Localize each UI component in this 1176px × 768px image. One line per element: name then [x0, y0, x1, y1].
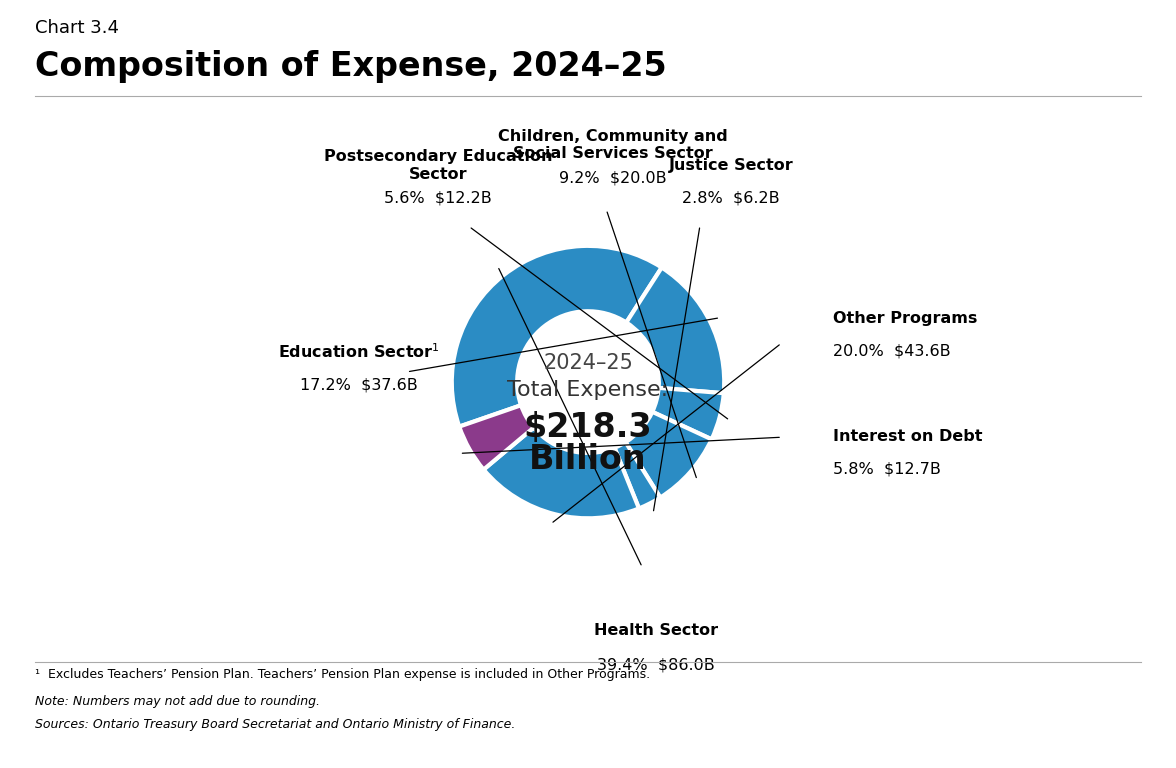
Text: ¹  Excludes Teachers’ Pension Plan. Teachers’ Pension Plan expense is included i: ¹ Excludes Teachers’ Pension Plan. Teach…	[35, 668, 650, 681]
Text: Sources: Ontario Treasury Board Secretariat and Ontario Ministry of Finance.: Sources: Ontario Treasury Board Secretar…	[35, 718, 515, 731]
Text: Note: Numbers may not add due to rounding.: Note: Numbers may not add due to roundin…	[35, 695, 320, 708]
Text: Education Sector$^1$: Education Sector$^1$	[279, 343, 440, 362]
Text: Interest on Debt: Interest on Debt	[834, 429, 983, 444]
Text: 2.8%  $6.2B: 2.8% $6.2B	[682, 190, 780, 206]
Text: 17.2%  $37.6B: 17.2% $37.6B	[300, 377, 417, 392]
Text: Children, Community and
Social Services Sector: Children, Community and Social Services …	[497, 129, 728, 161]
Text: Postsecondary Education
Sector: Postsecondary Education Sector	[323, 149, 553, 182]
Text: 20.0%  $43.6B: 20.0% $43.6B	[834, 343, 951, 358]
Text: $218.3: $218.3	[523, 411, 653, 444]
Text: Billion: Billion	[529, 443, 647, 476]
Text: Other Programs: Other Programs	[834, 310, 977, 326]
Text: Health Sector: Health Sector	[594, 623, 719, 637]
Text: Justice Sector: Justice Sector	[669, 158, 794, 173]
Wedge shape	[483, 428, 639, 518]
Text: 9.2%  $20.0B: 9.2% $20.0B	[559, 170, 667, 185]
Text: Chart 3.4: Chart 3.4	[35, 19, 119, 37]
Wedge shape	[627, 267, 724, 393]
Text: Composition of Expense, 2024–25: Composition of Expense, 2024–25	[35, 50, 667, 83]
Wedge shape	[615, 442, 660, 508]
Text: 2024–25: 2024–25	[543, 353, 633, 373]
Text: 39.4%  $86.0B: 39.4% $86.0B	[597, 658, 715, 673]
Wedge shape	[460, 406, 534, 469]
Text: 5.8%  $12.7B: 5.8% $12.7B	[834, 462, 941, 477]
Wedge shape	[626, 412, 711, 498]
Wedge shape	[653, 388, 723, 439]
Wedge shape	[452, 246, 662, 426]
Text: 5.6%  $12.2B: 5.6% $12.2B	[385, 190, 492, 206]
Text: Total Expense:: Total Expense:	[507, 380, 669, 400]
